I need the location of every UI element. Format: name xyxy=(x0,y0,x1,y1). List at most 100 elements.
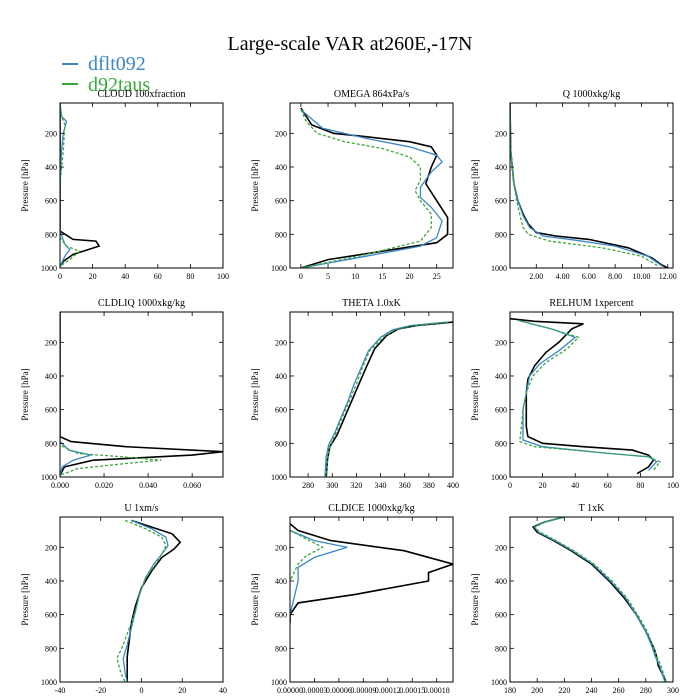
x-tick-label: 40 xyxy=(571,481,579,490)
series-line-control xyxy=(60,103,101,267)
x-tick-label: 200 xyxy=(531,686,543,695)
x-tick-label: 280 xyxy=(640,686,652,695)
y-tick-label: 800 xyxy=(45,230,57,239)
y-tick-label: 200 xyxy=(495,129,507,138)
series-line-d92taus xyxy=(517,319,662,471)
x-tick-label: 260 xyxy=(613,686,625,695)
series-line-control xyxy=(290,523,453,624)
panel-title: CLDLIQ 1000xkg/kg xyxy=(98,298,185,309)
series-line-d92taus xyxy=(60,103,81,267)
x-tick-label: 4.00 xyxy=(556,272,570,281)
series-line-dflt092 xyxy=(60,312,94,476)
x-tick-label: 100 xyxy=(667,481,679,490)
x-tick-label: 320 xyxy=(350,481,362,490)
y-tick-label: 600 xyxy=(45,611,57,620)
y-axis-label: Pressure [hPa] xyxy=(20,159,30,211)
x-tick-label: 25 xyxy=(433,272,441,281)
x-tick-label: -20 xyxy=(95,686,106,695)
series-line-d92taus xyxy=(533,517,667,682)
x-tick-label: 10.00 xyxy=(632,272,650,281)
x-tick-label: 0 xyxy=(58,272,62,281)
x-tick-label: 0.00015 xyxy=(399,686,425,695)
x-tick-label: 220 xyxy=(558,686,570,695)
y-tick-label: 1000 xyxy=(271,473,287,482)
series-line-dflt092 xyxy=(510,103,663,267)
x-tick-label: 0.00000 xyxy=(277,686,303,695)
x-tick-label: 180 xyxy=(504,686,516,695)
y-tick-label: 1000 xyxy=(491,473,507,482)
legend: dflt092 d92taus xyxy=(62,53,150,96)
y-tick-label: 200 xyxy=(45,338,57,347)
x-tick-label: 12.00 xyxy=(659,272,677,281)
x-tick-label: 8.00 xyxy=(608,272,622,281)
x-tick-label: 280 xyxy=(302,481,314,490)
y-tick-label: 800 xyxy=(495,644,507,653)
y-axis-label: Pressure [hPa] xyxy=(250,573,260,625)
series-line-control xyxy=(510,317,655,475)
series-line-dflt092 xyxy=(300,109,443,268)
x-tick-label: 0.040 xyxy=(139,481,157,490)
y-tick-label: 400 xyxy=(45,372,57,381)
panel-title: Q 1000xkg/kg xyxy=(563,89,621,100)
y-axis-label: Pressure [hPa] xyxy=(470,368,480,420)
x-tick-label: 40 xyxy=(121,272,129,281)
y-tick-label: 400 xyxy=(275,163,287,172)
x-tick-label: 0 xyxy=(140,686,144,695)
x-tick-label: 20 xyxy=(89,272,97,281)
series-line-d92taus xyxy=(60,312,162,476)
series-line-control xyxy=(325,321,453,477)
y-tick-label: 400 xyxy=(495,163,507,172)
y-axis-label: Pressure [hPa] xyxy=(250,368,260,420)
y-tick-label: 200 xyxy=(495,338,507,347)
panel-title: U 1xm/s xyxy=(124,503,158,514)
series-line-control xyxy=(126,519,182,682)
x-tick-label: 0.00006 xyxy=(326,686,352,695)
y-tick-label: 400 xyxy=(45,577,57,586)
y-tick-label: 400 xyxy=(45,163,57,172)
x-tick-label: 400 xyxy=(447,481,459,490)
y-tick-label: 200 xyxy=(495,543,507,552)
series-line-d92taus xyxy=(116,519,167,682)
y-tick-label: 800 xyxy=(495,439,507,448)
series-line-control xyxy=(531,517,667,682)
y-tick-label: 1000 xyxy=(41,678,57,687)
x-tick-label: 300 xyxy=(667,686,679,695)
y-tick-label: 200 xyxy=(45,129,57,138)
series-line-dflt092 xyxy=(290,529,348,615)
y-axis-label: Pressure [hPa] xyxy=(20,368,30,420)
x-tick-label: 360 xyxy=(399,481,411,490)
panel-title: T 1xK xyxy=(579,503,605,514)
series-line-dflt092 xyxy=(517,319,658,471)
x-tick-label: 5 xyxy=(326,272,330,281)
x-tick-label: 0.00018 xyxy=(424,686,450,695)
y-tick-label: 800 xyxy=(275,439,287,448)
x-tick-label: 40 xyxy=(219,686,227,695)
plot-frame xyxy=(509,516,674,683)
series-line-d92taus xyxy=(325,321,449,477)
y-tick-label: 200 xyxy=(275,338,287,347)
y-tick-label: 800 xyxy=(495,230,507,239)
y-axis-label: Pressure [hPa] xyxy=(470,573,480,625)
panel-theta: THETA 1.0xK Pressure [hPa] 200 400 600 800 100… xyxy=(250,298,459,490)
x-tick-label: 20 xyxy=(406,272,414,281)
y-tick-label: 1000 xyxy=(491,264,507,273)
x-tick-label: 300 xyxy=(326,481,338,490)
x-tick-label: 10 xyxy=(351,272,359,281)
panel-title: RELHUM 1xpercent xyxy=(549,298,633,309)
x-tick-label: 6.00 xyxy=(582,272,596,281)
x-tick-label: -40 xyxy=(55,686,66,695)
y-tick-label: 200 xyxy=(275,543,287,552)
plot-frame xyxy=(289,516,454,683)
legend-label-d92taus: d92taus xyxy=(88,74,150,96)
series-line-dflt092 xyxy=(533,517,666,682)
panel-cldice: CLDICE 1000xkg/kg Pressure [hPa] 200 400 600… xyxy=(250,503,454,695)
plot-frame xyxy=(59,516,224,683)
x-tick-label: 60 xyxy=(154,272,162,281)
panel-title: CLDICE 1000xkg/kg xyxy=(328,503,414,514)
y-tick-label: 1000 xyxy=(491,678,507,687)
x-tick-label: 0.00003 xyxy=(301,686,327,695)
x-tick-label: 80 xyxy=(186,272,194,281)
